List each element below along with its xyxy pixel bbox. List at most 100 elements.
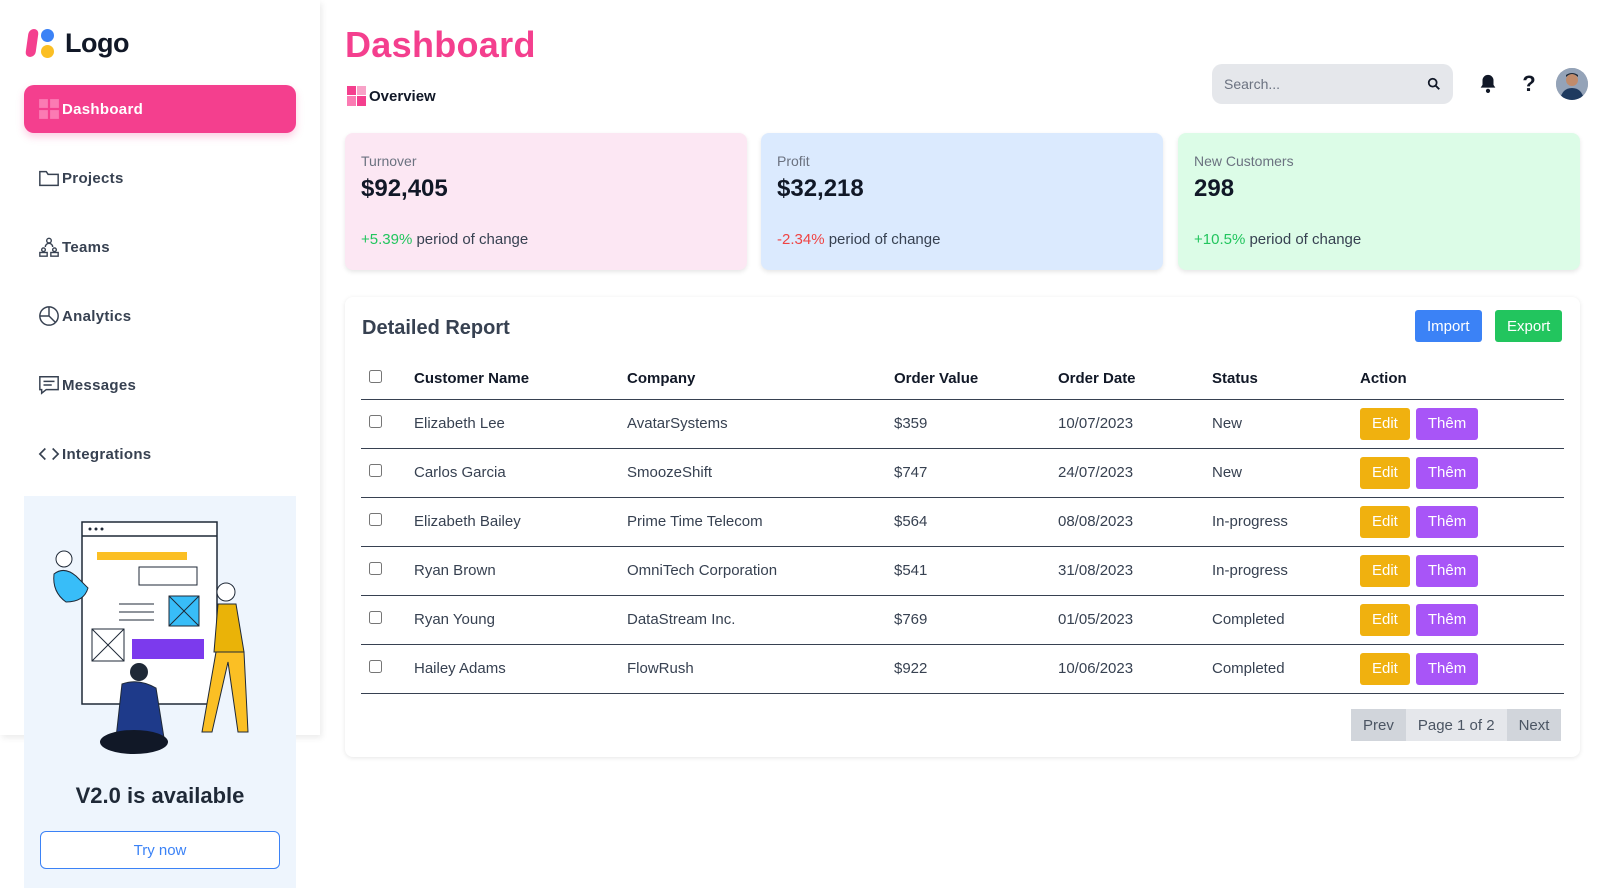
table-row: Carlos Garcia SmoozeShift $747 24/07/2023 Ne…: [361, 448, 1564, 498]
report-table: Customer Name Company Order Value Order …: [361, 359, 1564, 694]
row-checkbox[interactable]: [369, 562, 382, 575]
column-header[interactable]: Order Value: [894, 359, 1058, 400]
overview-grid-icon: [347, 86, 366, 106]
customer-name: Carlos Garcia: [414, 448, 627, 498]
team-icon: [38, 236, 60, 258]
customer-name: Hailey Adams: [414, 644, 627, 694]
column-header[interactable]: Order Date: [1058, 359, 1212, 400]
logo[interactable]: Logo: [25, 26, 129, 60]
new-customers-card: New Customers 298 +10.5% period of chang…: [1178, 133, 1580, 270]
edit-button[interactable]: Edit: [1360, 652, 1410, 685]
search-input[interactable]: [1224, 76, 1427, 92]
row-select-cell: [361, 595, 414, 645]
card-label: Profit: [777, 153, 810, 169]
order-date: 24/07/2023: [1058, 448, 1212, 498]
edit-button[interactable]: Edit: [1360, 505, 1410, 538]
report-title: Detailed Report: [362, 317, 510, 339]
breadcrumb-label: Overview: [369, 87, 436, 105]
change-suffix: period of change: [416, 231, 529, 248]
breadcrumb[interactable]: Overview: [347, 86, 436, 106]
row-select-cell: [361, 546, 414, 596]
edit-button[interactable]: Edit: [1360, 603, 1410, 636]
sidebar-item-analytics[interactable]: Analytics: [24, 292, 296, 340]
sidebar-item-label: Analytics: [62, 307, 132, 325]
status: In-progress: [1212, 497, 1360, 547]
column-header[interactable]: Customer Name: [414, 359, 627, 400]
company: FlowRush: [627, 644, 894, 694]
change-percent: +5.39%: [361, 231, 413, 248]
try-now-button[interactable]: Try now: [40, 831, 280, 869]
card-change: -2.34% period of change: [777, 231, 1147, 248]
import-button[interactable]: Import: [1415, 310, 1482, 342]
table-row: Elizabeth Bailey Prime Time Telecom $564 08…: [361, 497, 1564, 547]
company: AvatarSystems: [627, 399, 894, 449]
table-row: Ryan Young DataStream Inc. $769 01/05/2023 C…: [361, 595, 1564, 645]
action-cell: Edit Thêm: [1360, 644, 1564, 694]
order-date: 31/08/2023: [1058, 546, 1212, 596]
sidebar-item-projects[interactable]: Projects: [24, 154, 296, 202]
sidebar-item-dashboard[interactable]: Dashboard: [24, 85, 296, 133]
change-suffix: period of change: [1249, 231, 1362, 248]
sidebar-item-label: Integrations: [62, 445, 152, 463]
pie-chart-icon: [38, 305, 60, 327]
more-button[interactable]: Thêm: [1415, 505, 1479, 538]
edit-button[interactable]: Edit: [1360, 407, 1410, 440]
card-change: +10.5% period of change: [1194, 231, 1564, 248]
sidebar: Logo Dashboard Projects Teams Analytics: [0, 0, 320, 888]
order-value: $541: [894, 546, 1058, 596]
bell-icon[interactable]: [1475, 71, 1501, 97]
table-row: Hailey Adams FlowRush $922 10/06/2023 Comple…: [361, 644, 1564, 694]
avatar[interactable]: [1556, 68, 1588, 100]
dashboard-grid-icon: [38, 98, 60, 120]
message-icon: [38, 374, 60, 396]
detailed-report: Detailed Report Import Export Customer N…: [345, 297, 1580, 757]
order-date: 10/07/2023: [1058, 399, 1212, 449]
row-checkbox[interactable]: [369, 464, 382, 477]
edit-button[interactable]: Edit: [1360, 456, 1410, 489]
export-button[interactable]: Export: [1495, 310, 1563, 342]
next-page-button[interactable]: Next: [1506, 709, 1562, 741]
sidebar-item-label: Projects: [62, 169, 124, 187]
order-value: $769: [894, 595, 1058, 645]
card-value: 298: [1194, 175, 1235, 202]
row-select-cell: [361, 448, 414, 498]
more-button[interactable]: Thêm: [1415, 652, 1479, 685]
more-button[interactable]: Thêm: [1415, 554, 1479, 587]
customer-name: Elizabeth Lee: [414, 399, 627, 449]
column-header[interactable]: Company: [627, 359, 894, 400]
prev-page-button[interactable]: Prev: [1351, 709, 1406, 741]
row-checkbox[interactable]: [369, 415, 382, 428]
more-button[interactable]: Thêm: [1415, 407, 1479, 440]
folder-icon: [38, 167, 60, 189]
row-select-cell: [361, 644, 414, 694]
sidebar-item-teams[interactable]: Teams: [24, 223, 296, 271]
card-label: Turnover: [361, 153, 417, 169]
sidebar-item-label: Teams: [62, 238, 110, 256]
more-button[interactable]: Thêm: [1415, 456, 1479, 489]
page-title: Dashboard: [345, 24, 536, 65]
select-all-checkbox[interactable]: [369, 370, 382, 384]
help-icon[interactable]: ?: [1522, 71, 1536, 96]
row-checkbox[interactable]: [369, 660, 382, 673]
company: DataStream Inc.: [627, 595, 894, 645]
status: New: [1212, 399, 1360, 449]
customer-name: Ryan Brown: [414, 546, 627, 596]
action-cell: Edit Thêm: [1360, 448, 1564, 498]
edit-button[interactable]: Edit: [1360, 554, 1410, 587]
more-button[interactable]: Thêm: [1415, 603, 1479, 636]
action-cell: Edit Thêm: [1360, 497, 1564, 547]
sidebar-item-messages[interactable]: Messages: [24, 361, 296, 409]
card-value: $92,405: [361, 175, 448, 202]
search-icon[interactable]: [1427, 77, 1441, 91]
pagination: Prev Page 1 of 2 Next: [1351, 709, 1562, 741]
action-cell: Edit Thêm: [1360, 399, 1564, 449]
sidebar-item-integrations[interactable]: Integrations: [24, 430, 296, 478]
row-checkbox[interactable]: [369, 611, 382, 624]
card-label: New Customers: [1194, 153, 1294, 169]
sidebar-nav: Dashboard Projects Teams Analytics Messa…: [24, 85, 296, 499]
column-header[interactable]: Status: [1212, 359, 1360, 400]
sidebar-item-label: Messages: [62, 376, 137, 394]
change-percent: +10.5%: [1194, 231, 1246, 248]
status: Completed: [1212, 595, 1360, 645]
row-checkbox[interactable]: [369, 513, 382, 526]
